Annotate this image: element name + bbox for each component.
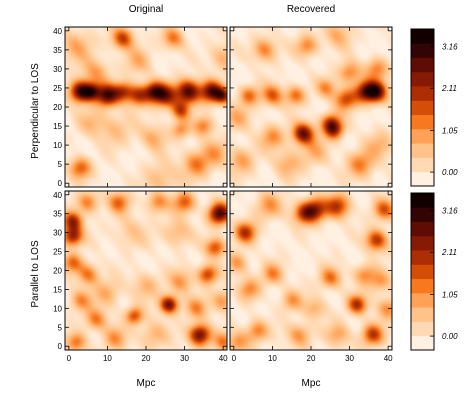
colorbar-segment [411,171,434,187]
colorbar-segment [411,321,434,337]
column-title-recovered: Recovered [287,4,335,15]
colorbar-tick-label: 1.05 [442,290,458,299]
y-tick-label: 15 [53,285,62,294]
colorbar-segment [411,307,434,322]
y-tick-label: 5 [58,323,63,332]
y-tick-label: 20 [53,267,62,276]
y-tick-label: 0 [58,342,63,351]
panel-recovered-perpendicular [229,26,393,188]
colorbar-segment [411,128,434,144]
colorbar-tick-label: 0.00 [442,332,458,341]
y-tick-label: 35 [53,46,62,55]
xlabel-right: Mpc [302,378,321,389]
colorbar-segment [411,57,434,73]
y-tick-label: 10 [53,304,62,313]
colorbar-tick-label: 1.05 [442,126,458,135]
x-tick-label: 40 [219,354,228,363]
column-title-original: Original [129,4,163,15]
y-tick-label: 25 [53,248,62,257]
row-title-perpendicular: Perpendicular to LOS [30,63,41,159]
x-tick-label: 0 [232,354,237,363]
x-tick-label: 10 [268,354,277,363]
heatmap-image [65,27,227,187]
y-tick-label: 40 [53,27,62,36]
colorbar-segment [411,250,434,265]
x-tick-label: 40 [384,354,393,363]
colorbar-segment [411,100,434,116]
y-tick-label: 10 [53,141,62,150]
y-tick-label: 25 [53,84,62,93]
colorbar-tick-label: 2.11 [441,248,457,257]
colorbar-segment [411,193,434,208]
y-tick-label: 0 [58,179,63,188]
colorbar-tick-label: 3.16 [442,42,458,51]
heatmap-image [65,191,227,350]
x-tick-label: 30 [345,354,354,363]
colorbar-2: 3.16 2.11 1.05 0.00 [410,192,458,351]
colorbar-frame [410,192,435,351]
colorbar-segment [411,264,434,280]
heatmap-image [230,191,392,350]
x-tick-label: 0 [67,354,72,363]
y-tick-label: 20 [53,103,62,112]
colorbar-segment [411,335,434,351]
colorbar-segment [411,143,434,158]
xlabel-left: Mpc [137,378,156,389]
colorbar-segment [411,71,434,87]
colorbar-tick-label: 3.16 [442,206,458,215]
y-tick-label: 35 [53,210,62,219]
colorbar-segment [411,29,434,44]
colorbar-tick-label: 2.11 [441,84,457,93]
colorbar-segment [411,221,434,237]
colorbar-segment [411,207,434,222]
colorbar-segment [411,114,434,130]
heatmap-image [230,27,392,187]
colorbar-1: 3.16 2.11 1.05 0.00 [410,28,458,187]
y-tick-label: 15 [53,122,62,131]
y-tick-label: 5 [58,160,63,169]
x-tick-label: 10 [103,354,112,363]
panel-original-perpendicular: 0 5 10 15 20 25 30 35 40 [53,26,228,188]
x-tick-label: 20 [142,354,151,363]
x-tick-label: 20 [307,354,316,363]
colorbar-segment [411,278,434,294]
panel-original-parallel: 0 5 10 15 20 25 30 35 40 0 10 20 30 40 [53,190,228,363]
colorbar-segment [411,157,434,173]
x-tick-label: 30 [180,354,189,363]
y-tick-label: 30 [53,65,62,74]
y-tick-label: 30 [53,229,62,238]
colorbar-segment [411,235,434,251]
panel-recovered-parallel: 0 10 20 30 40 [229,190,393,363]
heatmap-panels: 0 5 10 15 20 25 30 35 40 0 5 10 15 20 25 30 35 40 0 10 20 30 4… [53,26,393,363]
colorbar-segment [411,43,434,58]
colorbar-frame [410,28,435,187]
colorbar-segment [411,86,434,101]
y-tick-label: 40 [53,191,62,200]
colorbar-tick-label: 0.00 [442,168,458,177]
colorbars: 3.16 2.11 1.05 0.00 3.16 2.11 1.05 0.00 [410,28,458,351]
row-title-parallel: Parallel to LOS [30,240,41,308]
colorbar-segment [411,292,434,308]
